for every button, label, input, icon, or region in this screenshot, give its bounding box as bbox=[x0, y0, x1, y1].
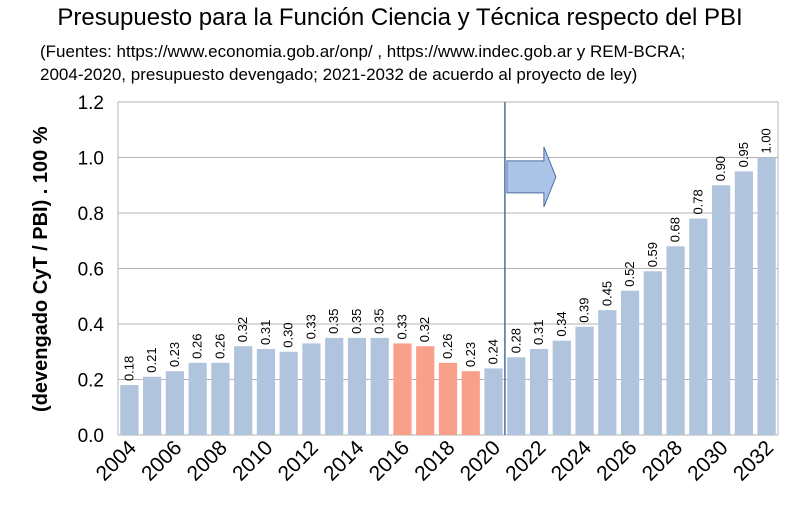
bar-2007 bbox=[188, 362, 207, 435]
bar-2013 bbox=[325, 337, 344, 435]
bar-2032 bbox=[757, 157, 776, 435]
data-label-2010: 0.31 bbox=[258, 320, 273, 345]
bar-2026 bbox=[620, 290, 640, 435]
x-tick-label: 2020 bbox=[456, 436, 505, 485]
x-tick-label: 2028 bbox=[638, 436, 687, 485]
bar-2006 bbox=[165, 371, 184, 435]
data-label-2032: 1.00 bbox=[759, 128, 774, 153]
bar-2017 bbox=[416, 346, 435, 435]
y-tick-label: 1.2 bbox=[78, 93, 104, 114]
bar-2029 bbox=[689, 218, 708, 435]
x-tick-label: 2030 bbox=[683, 436, 732, 485]
data-label-2022: 0.31 bbox=[531, 320, 546, 345]
data-label-2031: 0.95 bbox=[736, 142, 751, 167]
bar-2015 bbox=[370, 337, 389, 435]
data-label-2028: 0.68 bbox=[668, 217, 683, 242]
data-label-2020: 0.24 bbox=[486, 339, 501, 364]
data-label-2016: 0.33 bbox=[394, 314, 409, 339]
chart-title: Presupuesto para la Función Ciencia y Té… bbox=[57, 4, 743, 31]
data-label-2019: 0.23 bbox=[463, 342, 478, 367]
projection-arrow-icon bbox=[506, 146, 557, 208]
bar-2023 bbox=[552, 340, 571, 435]
x-tick-label: 2012 bbox=[274, 436, 323, 485]
chart-subtitle: (Fuentes: https://www.economia.gob.ar/on… bbox=[40, 42, 686, 84]
x-tick-label: 2010 bbox=[228, 436, 277, 485]
data-label-2008: 0.26 bbox=[212, 334, 227, 359]
data-label-2015: 0.35 bbox=[372, 309, 387, 334]
x-tick-label: 2018 bbox=[410, 436, 459, 485]
data-label-2017: 0.32 bbox=[417, 317, 432, 342]
data-label-2014: 0.35 bbox=[349, 309, 364, 334]
bar-2024 bbox=[575, 326, 594, 435]
x-tick-label: 2032 bbox=[729, 436, 778, 485]
bar-2016 bbox=[393, 343, 412, 435]
y-tick-label: 0.4 bbox=[78, 315, 105, 336]
data-label-2012: 0.33 bbox=[303, 314, 318, 339]
bar-2028 bbox=[666, 246, 685, 435]
x-tick-label: 2016 bbox=[365, 436, 414, 485]
bar-2025 bbox=[598, 310, 617, 435]
y-ticks: 0.0 0.2 0.4 0.6 0.8 1.0 1.2 bbox=[78, 93, 105, 447]
bar-2019 bbox=[461, 371, 480, 435]
data-label-2025: 0.45 bbox=[599, 281, 614, 306]
x-ticks: 2004200620082010201220142016201820202022… bbox=[92, 436, 779, 486]
data-label-2030: 0.90 bbox=[713, 156, 728, 181]
data-label-2018: 0.26 bbox=[440, 334, 455, 359]
data-label-2009: 0.32 bbox=[235, 317, 250, 342]
y-tick-label: 0.0 bbox=[78, 426, 104, 447]
data-label-2013: 0.35 bbox=[326, 309, 341, 334]
data-label-2005: 0.21 bbox=[144, 347, 159, 372]
data-label-2029: 0.78 bbox=[690, 189, 705, 214]
x-tick-label: 2006 bbox=[137, 436, 186, 485]
y-tick-label: 0.2 bbox=[78, 371, 104, 392]
data-label-2006: 0.23 bbox=[167, 342, 182, 367]
x-tick-label: 2008 bbox=[183, 436, 232, 485]
bar-2018 bbox=[438, 362, 458, 435]
bar-2008 bbox=[211, 362, 230, 435]
data-label-2026: 0.52 bbox=[622, 261, 637, 286]
data-labels: 0.18 0.21 0.23 0.26 0.26 0.32 0.31 0.30 0.33 0.35… bbox=[121, 128, 773, 381]
bar-2031 bbox=[734, 171, 753, 435]
y-tick-label: 0.8 bbox=[78, 204, 104, 225]
bar-2014 bbox=[347, 337, 367, 435]
data-label-2023: 0.34 bbox=[554, 311, 569, 336]
bar-2004 bbox=[120, 385, 139, 435]
projection-marker bbox=[504, 102, 557, 435]
x-tick-label: 2026 bbox=[592, 436, 641, 485]
y-tick-label: 1.0 bbox=[78, 149, 104, 170]
data-label-2024: 0.39 bbox=[577, 297, 592, 322]
x-tick-label: 2022 bbox=[501, 436, 550, 485]
bar-2021 bbox=[507, 357, 526, 435]
x-tick-label: 2024 bbox=[547, 436, 597, 486]
bar-2027 bbox=[643, 271, 662, 435]
bar-2020 bbox=[484, 368, 503, 435]
bar-2011 bbox=[279, 351, 298, 435]
bar-2010 bbox=[256, 348, 276, 435]
bar-2012 bbox=[302, 343, 321, 435]
data-label-2027: 0.59 bbox=[645, 242, 660, 267]
y-tick-label: 0.6 bbox=[78, 260, 104, 281]
data-label-2021: 0.28 bbox=[508, 328, 523, 353]
x-tick-label: 2014 bbox=[319, 436, 369, 486]
bars bbox=[120, 157, 776, 435]
data-label-2004: 0.18 bbox=[121, 356, 136, 381]
data-label-2011: 0.30 bbox=[281, 322, 296, 347]
bar-2022 bbox=[529, 348, 549, 435]
data-label-2007: 0.26 bbox=[190, 334, 205, 359]
bar-2009 bbox=[234, 346, 253, 435]
bar-2030 bbox=[712, 185, 731, 435]
bar-2005 bbox=[143, 376, 162, 435]
